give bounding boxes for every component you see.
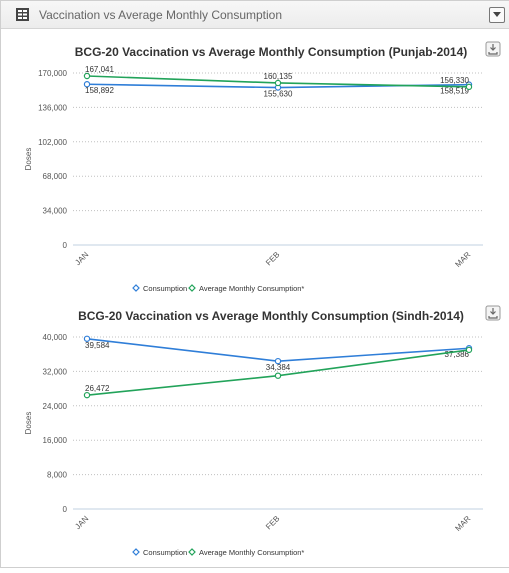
y-tick-label: 16,000: [43, 436, 68, 445]
widget-title: Vaccination vs Average Monthly Consumpti…: [39, 8, 283, 22]
y-axis-label: Doses: [24, 412, 33, 435]
data-label: 160,135: [264, 72, 293, 81]
chart-punjab: BCG-20 Vaccination vs Average Monthly Co…: [1, 39, 509, 309]
data-label: 158,892: [85, 86, 114, 95]
chevron-down-icon[interactable]: [489, 7, 505, 23]
data-point: [274, 357, 282, 365]
x-tick-label: JAN: [73, 250, 90, 267]
data-point: [465, 346, 473, 354]
legend-marker: [188, 284, 196, 292]
y-tick-label: 170,000: [38, 69, 67, 78]
y-axis-label: Doses: [24, 148, 33, 171]
y-tick-label: 24,000: [43, 402, 68, 411]
legend-label: Consumption: [143, 548, 187, 557]
legend-label: Average Monthly Consumption*: [199, 548, 304, 557]
data-label: 26,472: [85, 384, 110, 393]
y-tick-label: 0: [63, 241, 68, 250]
chart-title: BCG-20 Vaccination vs Average Monthly Co…: [75, 45, 468, 59]
data-point: [274, 372, 282, 379]
data-label: 158,519: [440, 87, 469, 96]
data-point: [465, 83, 473, 91]
x-tick-label: JAN: [73, 514, 90, 531]
y-tick-label: 0: [63, 505, 68, 514]
data-point: [83, 335, 91, 342]
y-tick-label: 34,000: [43, 207, 68, 216]
data-label: 37,386: [445, 350, 470, 359]
y-tick-label: 136,000: [38, 103, 67, 112]
data-point: [83, 81, 91, 88]
table-grid-icon: [16, 8, 29, 21]
legend-marker: [132, 548, 140, 556]
data-point: [83, 72, 91, 80]
y-tick-label: 40,000: [43, 333, 68, 342]
data-point: [274, 79, 282, 87]
y-tick-label: 32,000: [43, 367, 68, 376]
y-tick-label: 102,000: [38, 138, 67, 147]
data-label: 39,584: [85, 341, 110, 350]
legend-label: Consumption: [143, 284, 187, 293]
download-icon[interactable]: [485, 305, 501, 321]
x-tick-label: MAR: [453, 514, 472, 533]
download-arrow: [488, 44, 498, 55]
data-label: 34,384: [266, 363, 291, 372]
widget-header: Vaccination vs Average Monthly Consumpti…: [1, 1, 509, 29]
legend-marker: [188, 548, 196, 556]
chart-svg-sindh: BCG-20 Vaccination vs Average Monthly Co…: [24, 305, 501, 557]
chart-svg-punjab: BCG-20 Vaccination vs Average Monthly Co…: [24, 41, 501, 293]
legend-marker: [132, 284, 140, 292]
x-tick-label: MAR: [453, 250, 472, 269]
data-label: 155,630: [264, 90, 293, 99]
x-tick-label: FEB: [264, 250, 281, 267]
y-tick-label: 68,000: [43, 172, 68, 181]
data-label: 167,041: [85, 65, 114, 74]
x-tick-label: FEB: [264, 514, 281, 531]
data-label: 156,330: [440, 76, 469, 85]
data-point: [83, 391, 91, 399]
download-arrow: [488, 308, 498, 319]
y-tick-label: 8,000: [47, 471, 68, 480]
chart-sindh: BCG-20 Vaccination vs Average Monthly Co…: [1, 303, 509, 573]
legend-label: Average Monthly Consumption*: [199, 284, 304, 293]
download-icon[interactable]: [485, 41, 501, 57]
chart-title: BCG-20 Vaccination vs Average Monthly Co…: [78, 309, 464, 323]
